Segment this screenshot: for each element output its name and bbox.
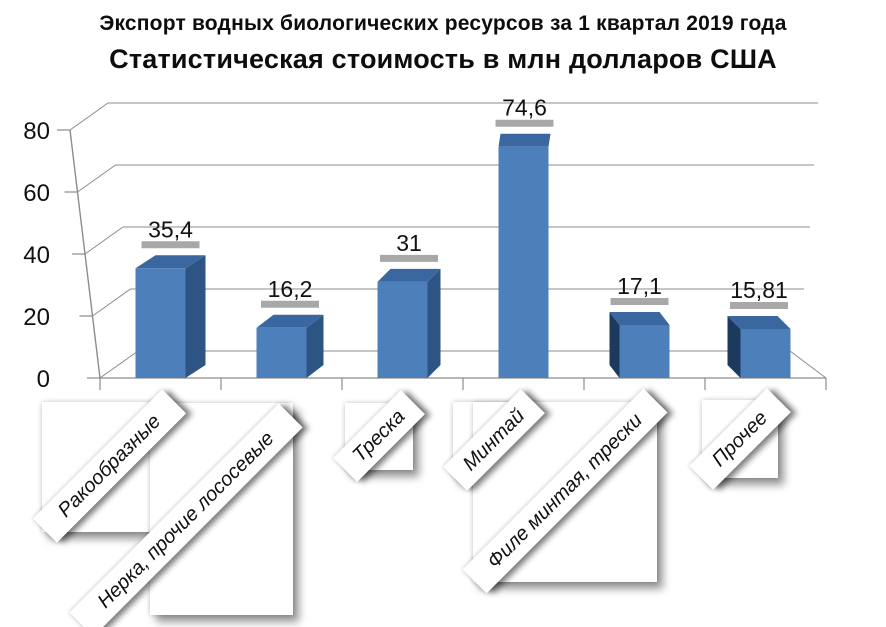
category-label: Минтай	[443, 389, 545, 491]
y-axis-label: 20	[23, 304, 50, 331]
gridline-depth	[92, 288, 131, 317]
y-axis-label: 60	[23, 180, 50, 207]
bar-top-face	[498, 133, 551, 147]
bar-front-face	[256, 327, 307, 378]
bar-front-face	[498, 146, 549, 378]
category-label: Ракообразные	[32, 389, 186, 543]
bar-top-marker	[261, 300, 319, 308]
bar-front-face	[740, 328, 791, 378]
bar-value-label: 31	[396, 230, 422, 256]
bar-value-label: 17,1	[617, 273, 662, 299]
category-label: Нерка, прочие лососевые	[69, 403, 303, 627]
bar-top-face	[377, 268, 441, 282]
bar-side-face	[185, 255, 206, 378]
gridline-depth	[84, 226, 124, 255]
floor-right-edge	[789, 350, 827, 379]
bar-top-face	[135, 255, 206, 269]
gridline-depth	[99, 350, 139, 379]
bar-side-face	[609, 311, 620, 378]
gridline-depth	[69, 102, 109, 131]
bar-top-marker	[495, 119, 554, 127]
category-label-box	[453, 402, 535, 478]
bar-side-face	[306, 314, 324, 378]
bar-top-face	[609, 311, 670, 325]
bar-top-marker	[141, 241, 200, 249]
y-axis-label: 0	[37, 366, 50, 393]
gridline-depth	[77, 164, 116, 193]
bar-value-label: 74,6	[502, 95, 547, 121]
y-axis-label: 80	[23, 118, 50, 145]
category-label-box	[150, 403, 293, 615]
bar-value-label: 35,4	[148, 216, 193, 242]
bar-chart-plot-area: 0 20 40 60 80 35,4 16,2 31 74,6 17,1 15,81	[23, 95, 827, 393]
bar-top-face	[727, 315, 791, 329]
category-label-box	[473, 402, 657, 582]
bar-front-face	[135, 268, 186, 378]
bar-top-face	[256, 314, 324, 328]
chart-subtitle: Статистическая стоимость в млн долларов …	[109, 44, 777, 74]
category-label-box	[345, 403, 413, 470]
bar-value-label: 16,2	[268, 276, 313, 302]
bar-front-face	[619, 324, 670, 378]
bar-top-marker	[730, 301, 788, 309]
bar-top-marker	[380, 254, 438, 262]
y-axis-line	[69, 129, 101, 379]
category-label: Филе минтая, трески	[462, 388, 668, 594]
chart-title: Экспорт водных биологических ресурсов за…	[99, 12, 787, 35]
bar-side-face	[727, 315, 741, 378]
category-label: Треска	[333, 390, 425, 482]
bar-side-face	[427, 268, 441, 378]
category-label: Прочее	[689, 388, 791, 490]
category-label-box	[702, 400, 778, 478]
bar-value-label: 15,81	[730, 277, 788, 303]
category-label-box	[42, 402, 173, 532]
y-axis-label: 40	[23, 242, 50, 269]
bar-front-face	[377, 281, 428, 378]
bar-top-marker	[610, 297, 669, 305]
